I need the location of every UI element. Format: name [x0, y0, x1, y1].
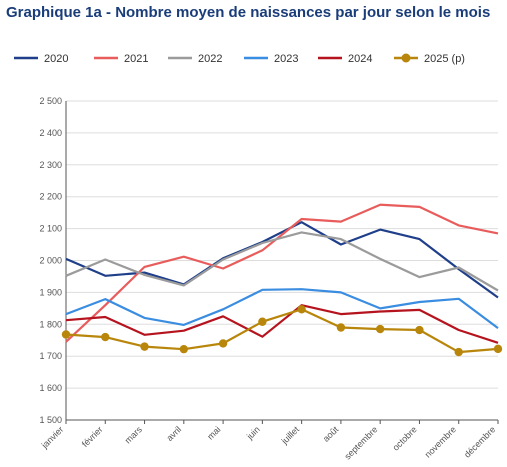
- chart-title: Graphique 1a - Nombre moyen de naissance…: [6, 4, 491, 21]
- data-point-2025p: [258, 317, 267, 326]
- legend-label: 2025 (p): [424, 53, 465, 65]
- x-tick-label: octobre: [391, 424, 419, 452]
- x-tick-label: août: [321, 424, 341, 444]
- y-tick-label: 2 200: [39, 192, 62, 202]
- series-line-2022: [65, 231, 499, 292]
- data-point-2025p: [179, 344, 189, 354]
- legend-marker: [401, 53, 411, 63]
- x-tick-label: avril: [164, 424, 183, 443]
- x-tick-label: janvier: [39, 424, 66, 451]
- y-tick-label: 2 500: [39, 96, 62, 106]
- data-point-2025p: [375, 324, 385, 334]
- x-tick-label: février: [80, 424, 105, 449]
- y-tick-label: 2 300: [39, 160, 62, 170]
- y-tick-label: 1 900: [39, 287, 62, 297]
- series-line-2023: [65, 288, 499, 329]
- x-tick-label: juillet: [279, 424, 302, 447]
- data-point-2025p: [140, 342, 149, 351]
- x-tick-label: mai: [205, 424, 222, 441]
- y-tick-label: 1 500: [39, 415, 62, 425]
- x-tick-label: novembre: [423, 424, 458, 459]
- legend-label: 2020: [44, 53, 68, 65]
- data-point-2025p: [101, 332, 110, 342]
- data-point-2025p: [297, 305, 306, 314]
- series-line-2024: [65, 304, 499, 344]
- data-point-2025p: [218, 339, 228, 348]
- legend-label: 2024: [348, 53, 372, 65]
- legend: 2020 2021 2022 2023 2024 2025 (p): [14, 53, 465, 65]
- y-axis-ticks: 1 500 1 600 1 700 1 800 1 900 2 000 2 100 2 200…: [39, 96, 62, 425]
- y-tick-label: 1 800: [39, 319, 62, 329]
- legend-label: 2021: [124, 53, 148, 65]
- grid: [66, 100, 498, 421]
- series-line-2025p: [65, 308, 499, 354]
- x-tick-label: décembre: [462, 424, 497, 459]
- legend-label: 2023: [274, 53, 298, 65]
- y-tick-label: 2 000: [39, 256, 62, 266]
- data-point-2025p: [61, 330, 71, 339]
- legend-label: 2022: [198, 53, 222, 65]
- data-point-2025p: [454, 347, 463, 357]
- y-tick-label: 2 400: [39, 128, 62, 138]
- y-tick-label: 1 700: [39, 351, 62, 361]
- data-point-2025p: [415, 325, 424, 335]
- axes: [65, 101, 498, 421]
- y-tick-label: 1 600: [39, 383, 62, 393]
- x-axis-ticks: janvier février mars avril mai juin juillet aoû…: [39, 420, 499, 461]
- x-tick-label: septembre: [342, 424, 379, 461]
- x-tick-label: juin: [244, 424, 262, 442]
- data-point-2025p: [336, 323, 346, 332]
- data-point-2025p: [493, 344, 503, 354]
- series-lines: [65, 203, 499, 354]
- x-tick-label: mars: [123, 424, 145, 446]
- y-tick-label: 2 100: [39, 224, 62, 234]
- series-markers: [61, 305, 503, 357]
